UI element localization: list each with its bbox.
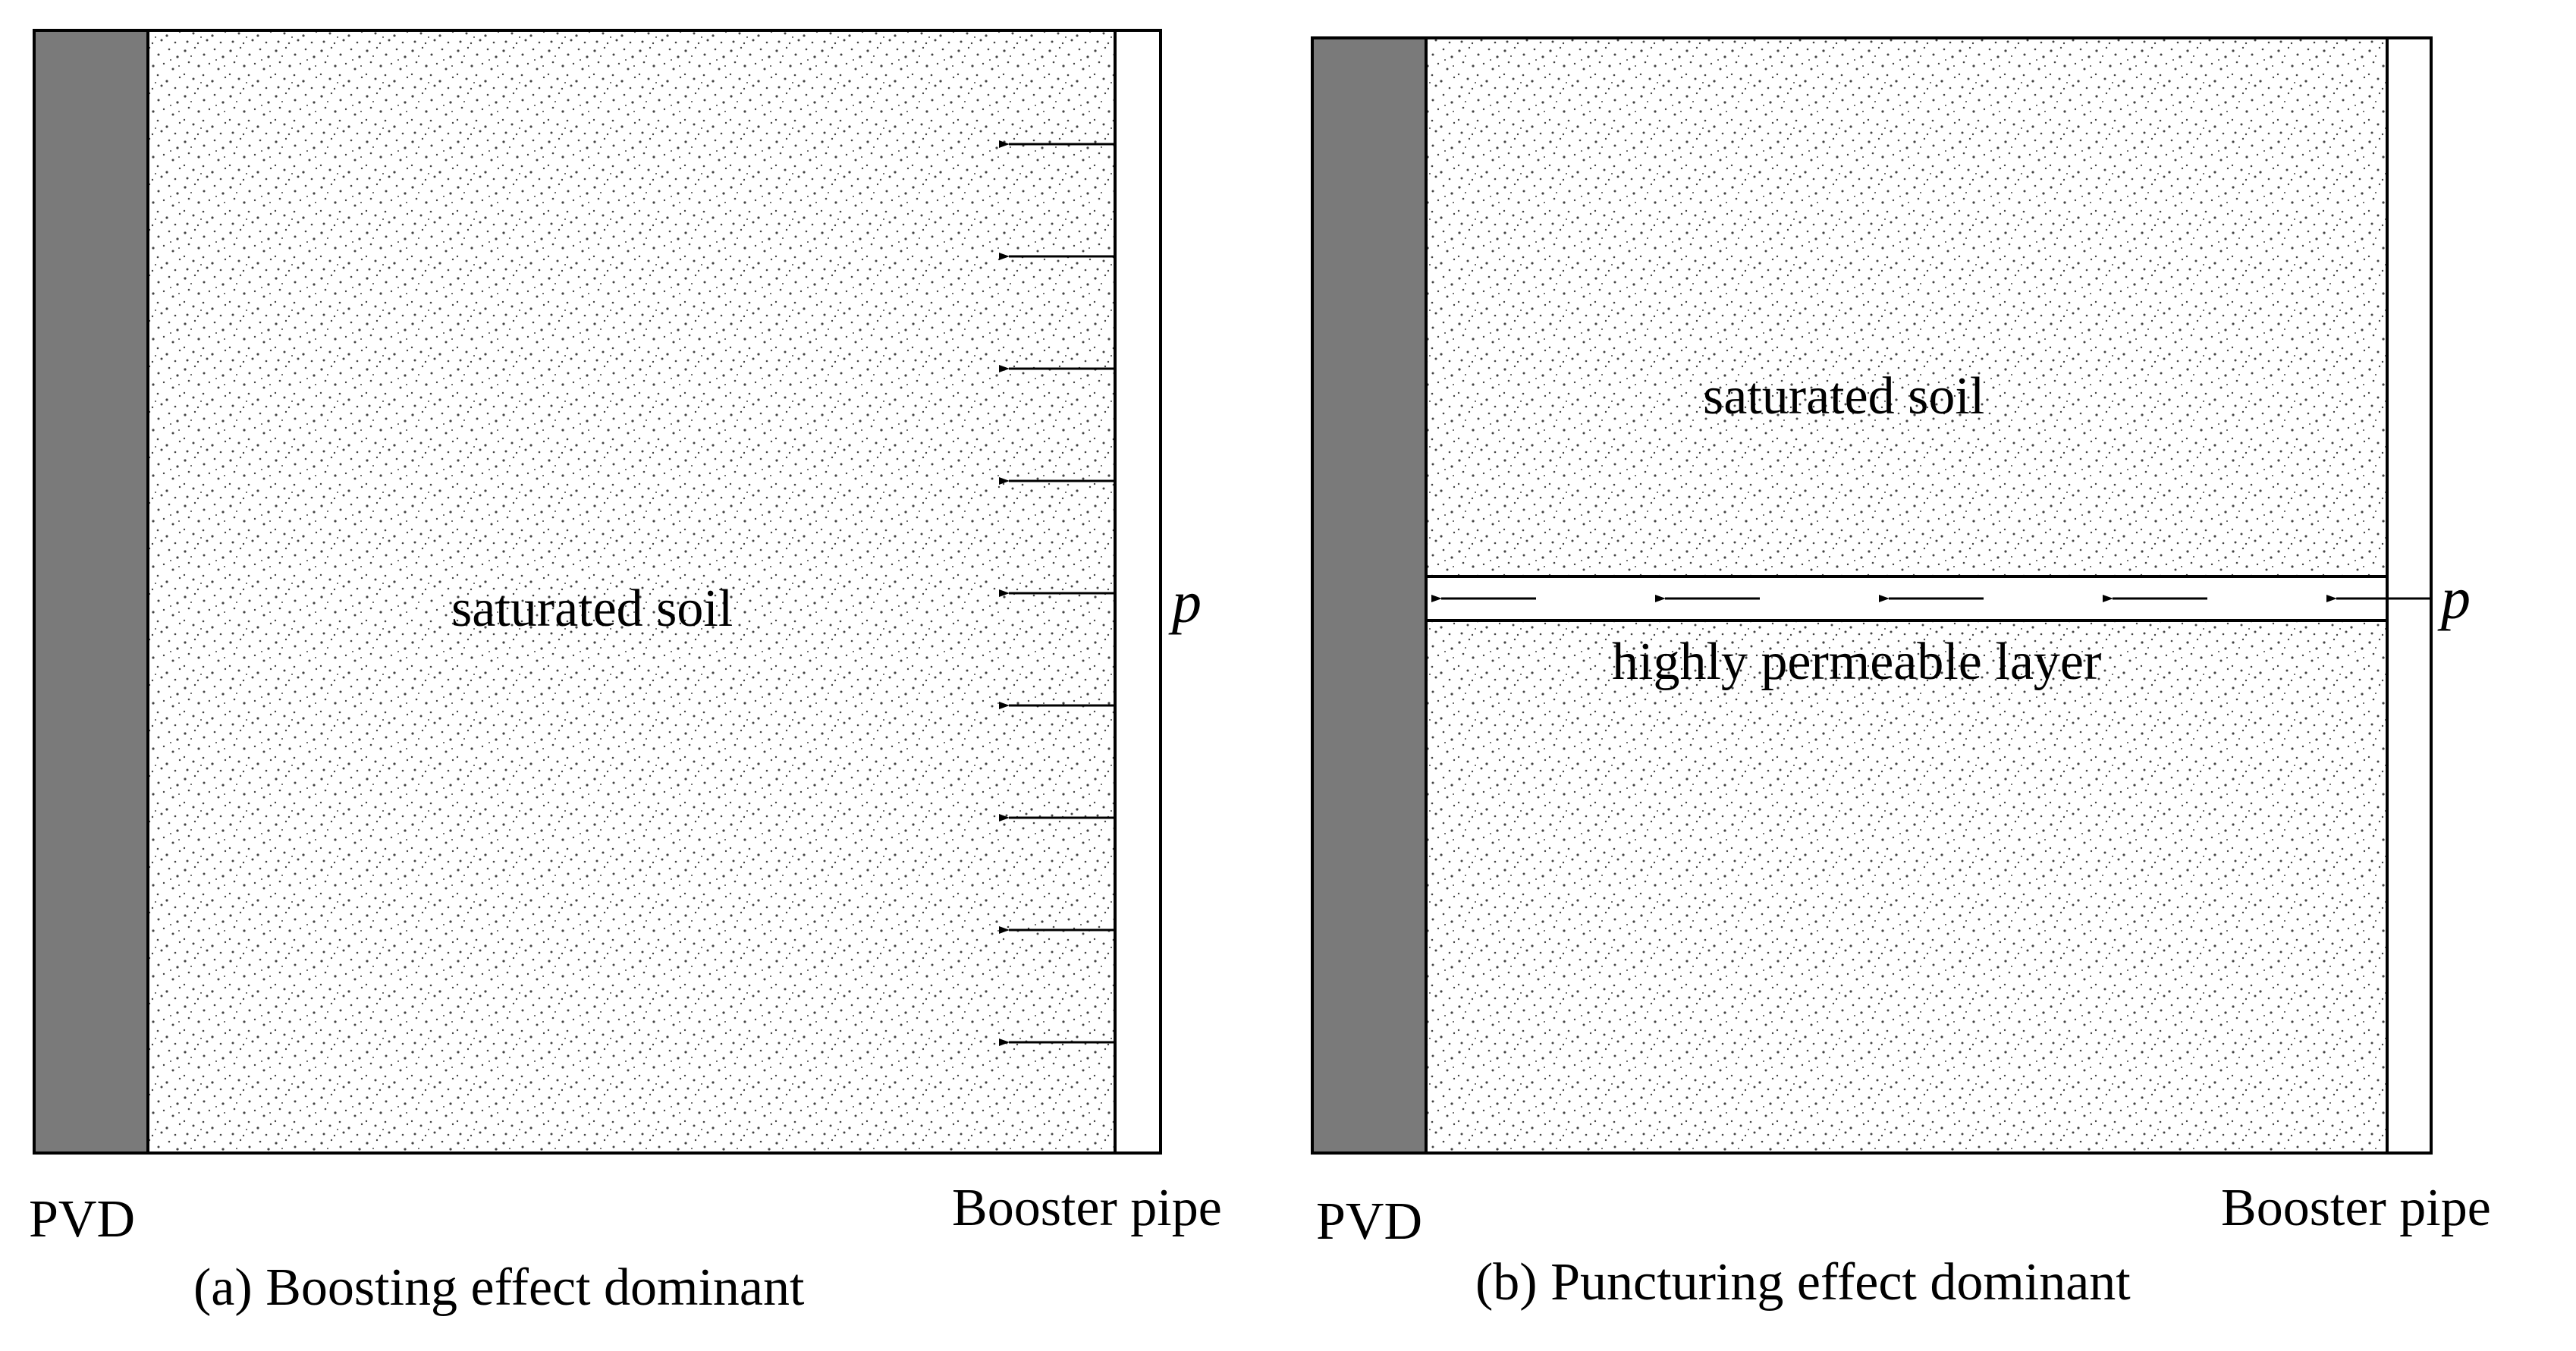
panel-a-soil-label: saturated soil [451, 580, 733, 638]
panel-a-booster-pipe [1115, 30, 1161, 1153]
panel-a-pipe-label: Booster pipe [952, 1179, 1222, 1237]
panel-a: saturated soil p PVD Booster pipe (a) Bo… [29, 29, 1222, 1317]
panel-b-caption: (b) Puncturing effect dominant [1475, 1253, 2131, 1312]
panel-b-pvd-label: PVD [1316, 1192, 1422, 1251]
panel-a-seepage-arrows [999, 140, 1114, 1046]
panel-a-pvd [34, 30, 148, 1153]
panel-b-upper-soil-label: saturated soil [1703, 367, 1984, 426]
panel-b-booster-pipe [2387, 38, 2431, 1153]
panel-b-layer-label: highly permeable layer [1612, 633, 2101, 691]
panel-b-pvd [1312, 38, 1426, 1153]
panel-a-pressure-label: p [1168, 569, 1202, 635]
panel-a-soil [34, 30, 1161, 1153]
panel-b-outline [1311, 36, 2433, 1155]
panel-a-pvd-label: PVD [29, 1190, 135, 1249]
panel-a-outline [33, 29, 1162, 1155]
panel-b: saturated soil highly permeable layer p … [1311, 36, 2491, 1312]
panel-b-pressure-label: p [2437, 565, 2471, 631]
panel-b-pipe-label: Booster pipe [2221, 1179, 2491, 1237]
panel-a-caption: (a) Boosting effect dominant [193, 1258, 805, 1317]
